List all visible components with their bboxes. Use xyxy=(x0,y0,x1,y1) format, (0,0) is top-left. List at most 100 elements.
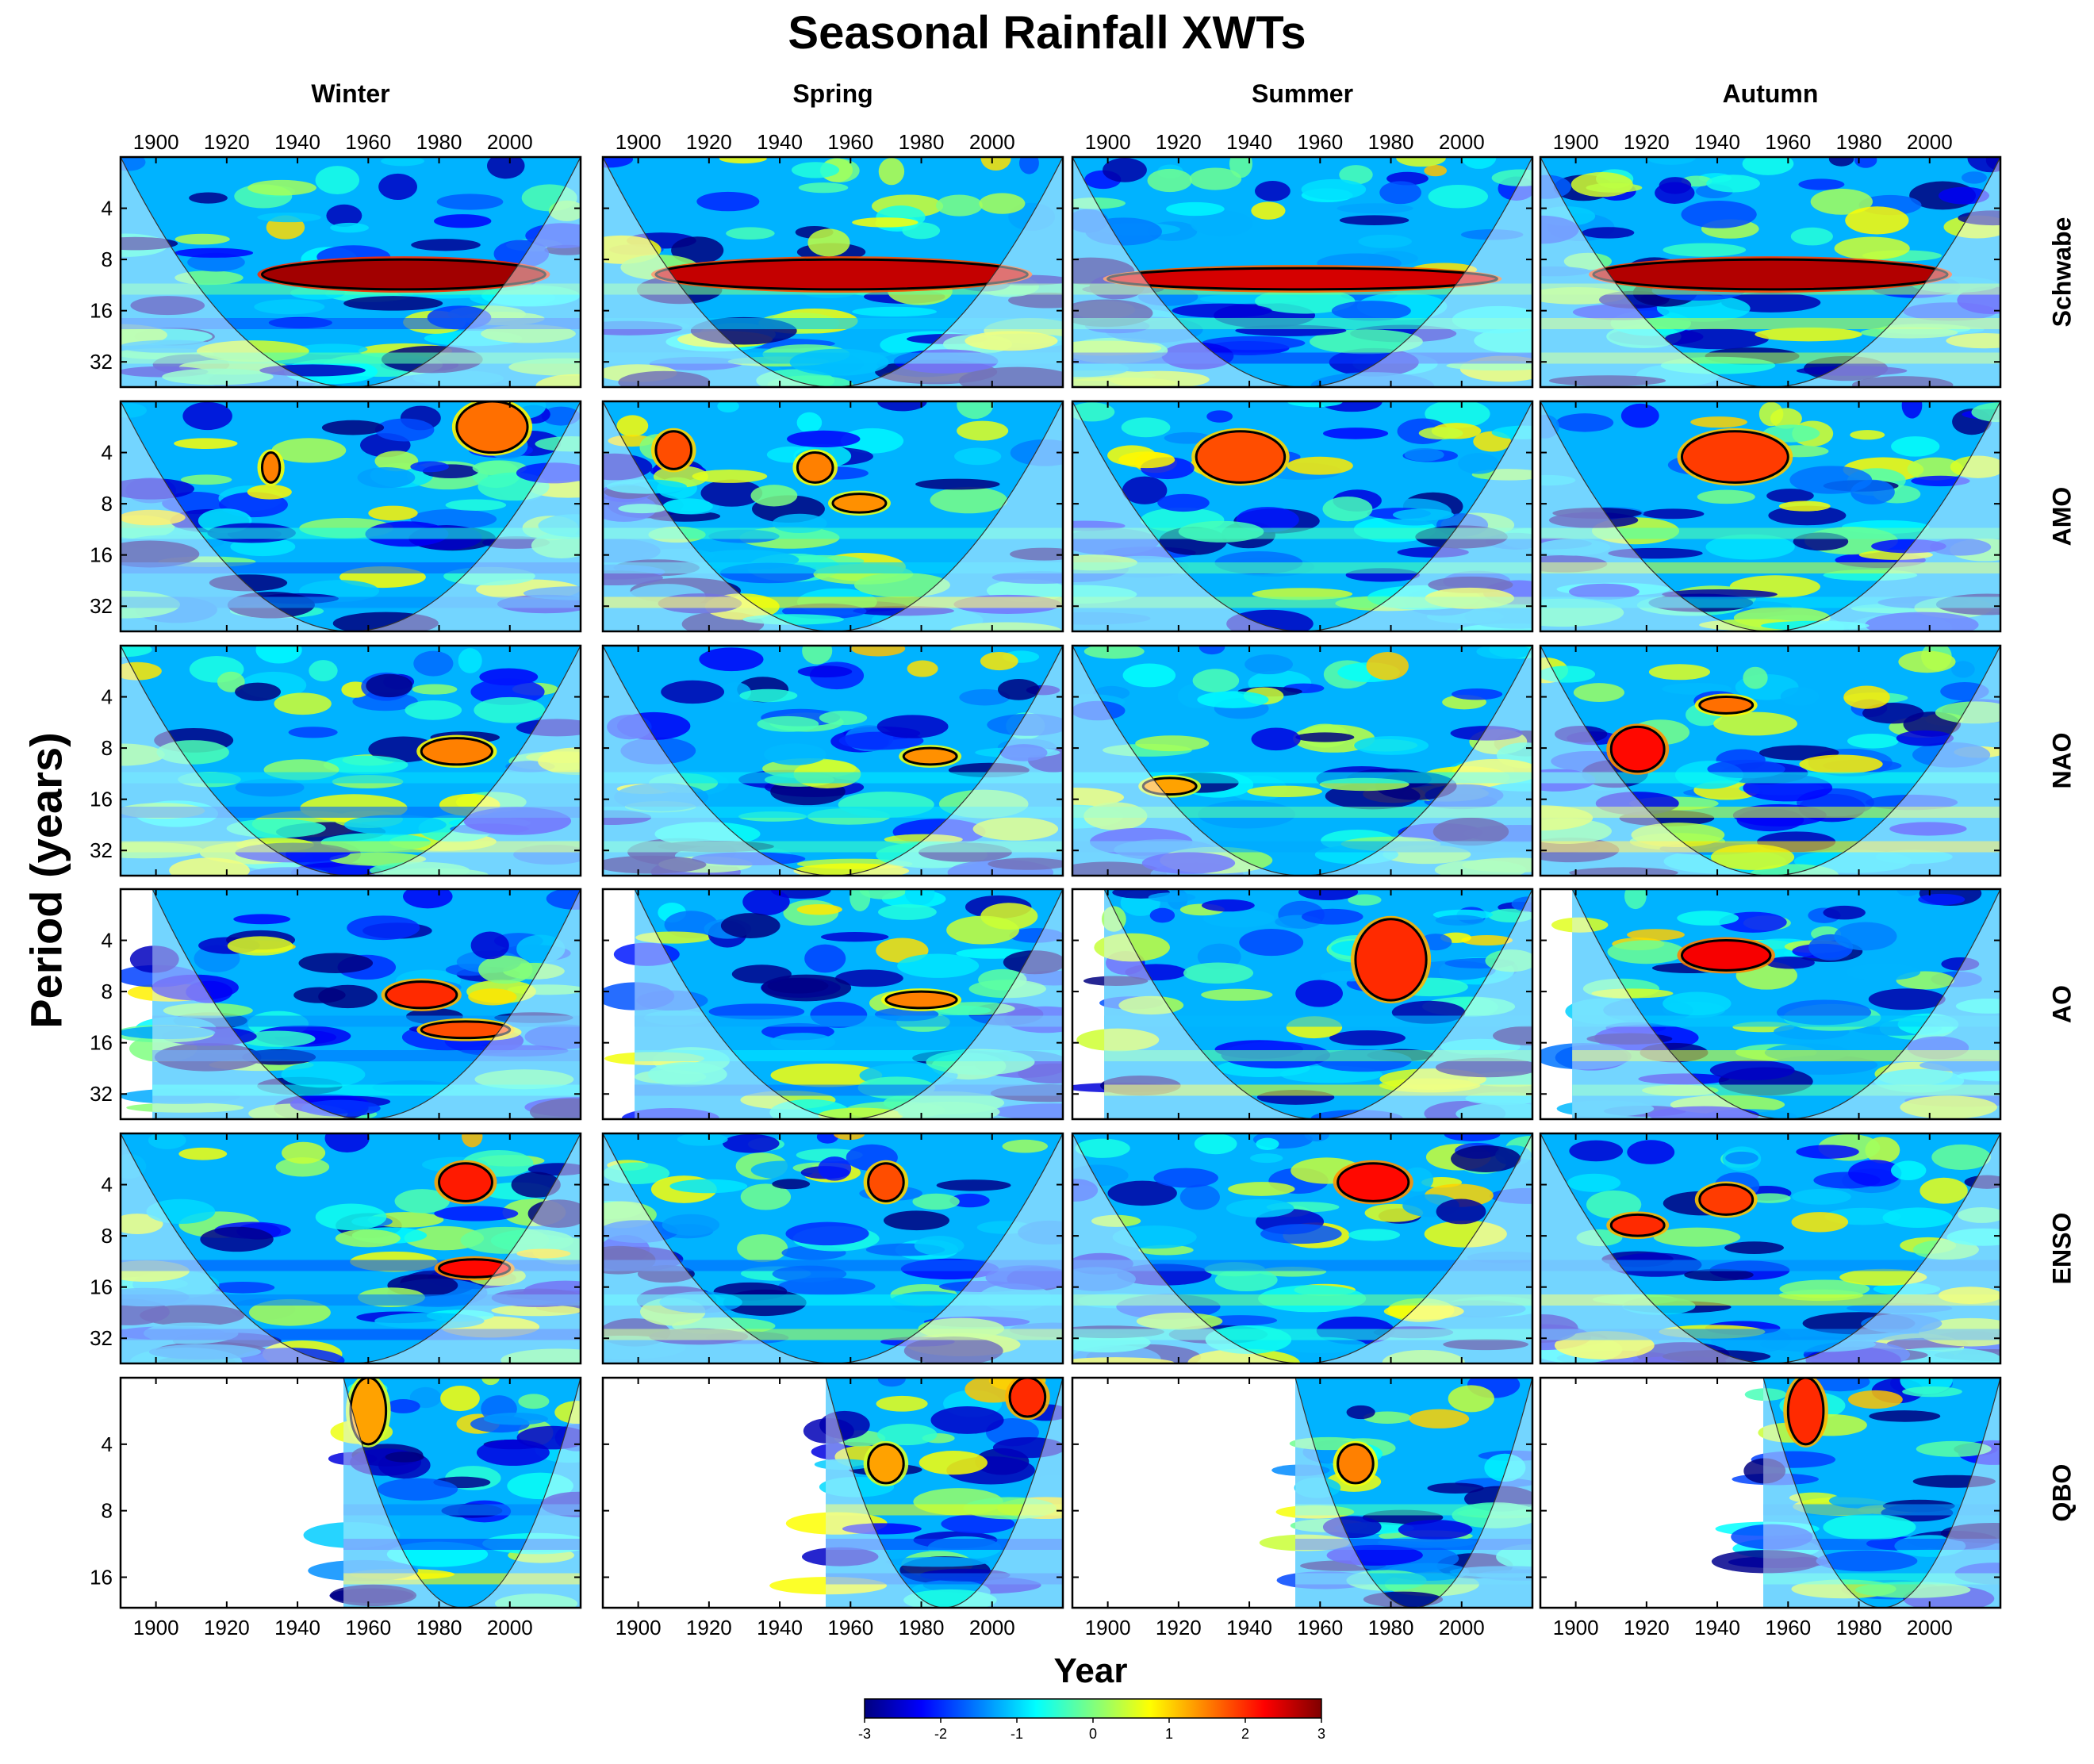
x-tick-label-top: 1980 xyxy=(899,130,945,154)
x-tick-label-top: 2000 xyxy=(969,130,1015,154)
significant-region-amo-autumn-0 xyxy=(1680,430,1789,484)
x-tick-label-bottom: 1900 xyxy=(133,1616,179,1639)
panel-qbo-winter: 4 8 16 1900 1920 1940 1960 1980 2000 xyxy=(90,1376,582,1639)
x-tick-label-top: 1940 xyxy=(1226,130,1272,154)
panel-ao-autumn xyxy=(1539,888,2002,1121)
x-tick-label-top: 1900 xyxy=(616,130,662,154)
significant-region-amo-summer-0 xyxy=(1195,430,1287,484)
x-tick-label-bottom: 1940 xyxy=(757,1616,803,1639)
x-tick-label-top: 1960 xyxy=(1297,130,1343,154)
y-tick-label: 4 xyxy=(102,1432,113,1456)
y-tick-label: 8 xyxy=(102,1499,113,1523)
column-title-summer: Summer xyxy=(1251,79,1354,108)
x-tick-label-top: 1900 xyxy=(133,130,179,154)
column-title-autumn: Autumn xyxy=(1722,79,1819,108)
significant-region-enso-spring-0 xyxy=(867,1162,905,1202)
x-tick-label-bottom: 1900 xyxy=(616,1616,662,1639)
x-tick-label-top: 1920 xyxy=(204,130,250,154)
colorbar: -3 -2 -1 0 1 2 3 xyxy=(858,1698,1325,1742)
x-tick-label-bottom: 1920 xyxy=(1156,1616,1202,1639)
y-tick-label: 8 xyxy=(102,980,113,1003)
x-tick-label-bottom: 1960 xyxy=(345,1616,391,1639)
x-tick-label-top: 2000 xyxy=(487,130,533,154)
panel-enso-spring xyxy=(601,1132,1064,1365)
x-tick-label-bottom: 1960 xyxy=(1297,1616,1343,1639)
column-title-spring: Spring xyxy=(792,79,873,108)
x-tick-label-top: 1980 xyxy=(416,130,462,154)
significant-region-nao-autumn-0 xyxy=(1609,725,1666,773)
x-tick-label-bottom: 2000 xyxy=(487,1616,533,1639)
significant-region-qbo-autumn-0 xyxy=(1786,1378,1825,1446)
x-tick-label-bottom: 1940 xyxy=(274,1616,320,1639)
y-tick-label: 16 xyxy=(90,299,113,323)
y-tick-label: 4 xyxy=(102,1173,113,1197)
x-tick-label-bottom: 1980 xyxy=(1836,1616,1882,1639)
x-tick-label-bottom: 1960 xyxy=(1765,1616,1811,1639)
colorbar-tick-label: -2 xyxy=(934,1726,947,1742)
x-tick-label-top: 1940 xyxy=(1694,130,1740,154)
panel-enso-summer xyxy=(1071,1132,1534,1365)
panel-enso-autumn xyxy=(1539,1132,2002,1365)
significant-region-ao-spring-0 xyxy=(884,990,958,1010)
y-tick-label: 32 xyxy=(90,838,113,862)
panel-qbo-spring: 1900 1920 1940 1960 1980 2000 xyxy=(601,1376,1064,1639)
x-tick-label-bottom: 1980 xyxy=(416,1616,462,1639)
colorbar-tick-label: 0 xyxy=(1089,1726,1097,1742)
y-tick-label: 8 xyxy=(102,492,113,516)
y-tick-label: 4 xyxy=(102,685,113,709)
x-tick-label-bottom: 1940 xyxy=(1226,1616,1272,1639)
y-tick-label: 16 xyxy=(90,1565,113,1589)
significant-region-enso-autumn-0 xyxy=(1609,1213,1666,1237)
x-tick-label-bottom: 2000 xyxy=(1439,1616,1485,1639)
x-tick-label-bottom: 1900 xyxy=(1553,1616,1599,1639)
panel-qbo-autumn: 1900 1920 1940 1960 1980 2000 xyxy=(1539,1376,2002,1639)
x-tick-label-top: 2000 xyxy=(1907,130,1953,154)
significant-region-nao-spring-0 xyxy=(902,746,958,766)
colorbar-tick-label: -1 xyxy=(1011,1726,1023,1742)
x-tick-label-bottom: 1920 xyxy=(204,1616,250,1639)
y-tick-label: 16 xyxy=(90,543,113,567)
x-tick-label-bottom: 2000 xyxy=(969,1616,1015,1639)
x-tick-label-bottom: 1960 xyxy=(827,1616,873,1639)
x-tick-label-bottom: 1940 xyxy=(1694,1616,1740,1639)
panel-nao-winter: 4 8 16 32 xyxy=(90,644,582,877)
significant-region-amo-winter-1 xyxy=(455,401,529,454)
column-title-winter: Winter xyxy=(311,79,390,108)
figure-title: Seasonal Rainfall XWTs xyxy=(788,7,1306,59)
significant-region-amo-spring-2 xyxy=(831,493,888,514)
panel-enso-winter: 4 8 16 32 xyxy=(90,1132,582,1365)
x-tick-label-top: 1920 xyxy=(686,130,732,154)
significant-region-enso-autumn-1 xyxy=(1698,1183,1755,1216)
panel-schwabe-spring: 1900 1920 1940 1960 1980 2000 xyxy=(601,130,1064,389)
significant-region-amo-spring-1 xyxy=(796,451,834,484)
y-tick-label: 32 xyxy=(90,1326,113,1350)
significant-region-schwabe-winter-0 xyxy=(260,258,547,291)
x-tick-label-top: 1920 xyxy=(1624,130,1670,154)
y-tick-label: 32 xyxy=(90,350,113,374)
x-tick-label-top: 1960 xyxy=(1765,130,1811,154)
y-tick-label: 8 xyxy=(102,736,113,760)
x-tick-label-bottom: 1980 xyxy=(899,1616,945,1639)
panel-schwabe-autumn: 1900 1920 1940 1960 1980 2000 xyxy=(1539,130,2002,389)
x-tick-label-top: 1900 xyxy=(1553,130,1599,154)
panel-ao-spring xyxy=(601,888,1064,1121)
x-tick-label-top: 1960 xyxy=(345,130,391,154)
x-tick-label-top: 1980 xyxy=(1368,130,1414,154)
significant-region-schwabe-spring-0 xyxy=(654,258,1029,291)
panel-schwabe-winter: 4 8 16 32 1900 1920 1940 1960 1980 2000 xyxy=(90,130,582,389)
significant-region-enso-summer-0 xyxy=(1337,1162,1410,1202)
x-tick-label-bottom: 1900 xyxy=(1085,1616,1131,1639)
colorbar-tick-label: 2 xyxy=(1241,1726,1249,1742)
significant-region-schwabe-autumn-0 xyxy=(1592,258,1949,291)
x-tick-label-top: 1980 xyxy=(1836,130,1882,154)
y-tick-label: 4 xyxy=(102,929,113,953)
y-tick-label: 16 xyxy=(90,1275,113,1299)
y-tick-label: 4 xyxy=(102,441,113,465)
x-tick-label-bottom: 1980 xyxy=(1368,1616,1414,1639)
x-tick-label-bottom: 1920 xyxy=(1624,1616,1670,1639)
x-tick-label-top: 1940 xyxy=(757,130,803,154)
x-tick-label-top: 1920 xyxy=(1156,130,1202,154)
x-tick-label-top: 1960 xyxy=(827,130,873,154)
colorbar-tick-label: 1 xyxy=(1165,1726,1173,1742)
